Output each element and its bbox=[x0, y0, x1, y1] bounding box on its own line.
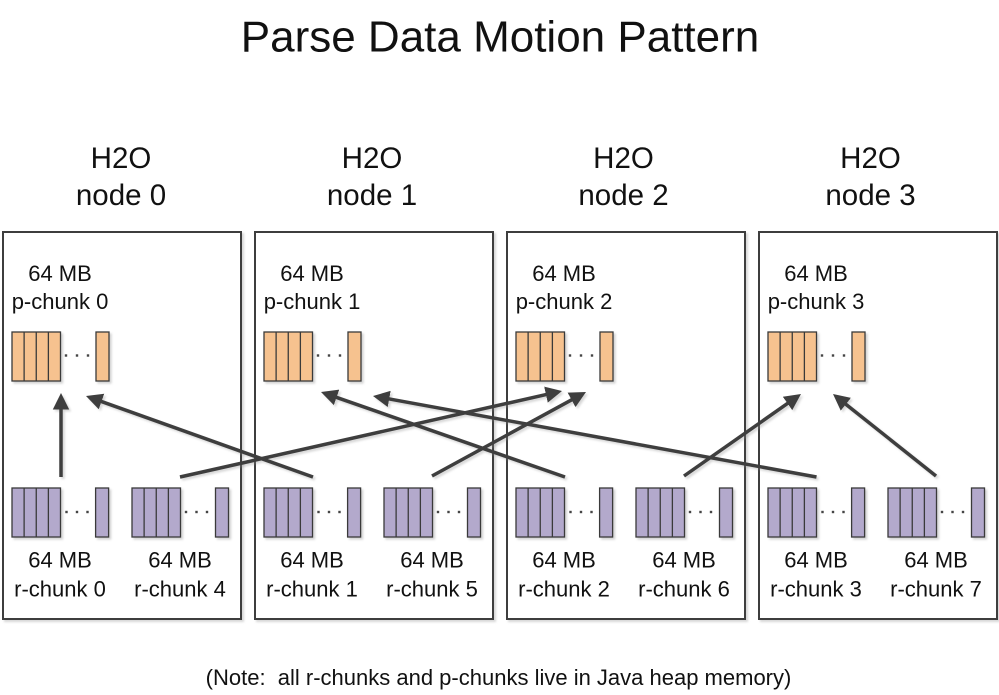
svg-text:p-chunk 3: p-chunk 3 bbox=[768, 289, 865, 314]
svg-text:64 MB: 64 MB bbox=[532, 548, 596, 573]
svg-text:64 MB: 64 MB bbox=[532, 261, 596, 286]
svg-text:H2O: H2O bbox=[91, 142, 152, 175]
svg-text:64 MB: 64 MB bbox=[400, 548, 464, 573]
svg-text:(Note: all r-chunks and p-chu: (Note: all r-chunks and p-chunks live in… bbox=[206, 665, 792, 690]
svg-text:p-chunk 2: p-chunk 2 bbox=[516, 289, 613, 314]
svg-text:H2O: H2O bbox=[342, 142, 403, 175]
svg-text:r-chunk 6: r-chunk 6 bbox=[638, 576, 730, 601]
svg-text:r-chunk 0: r-chunk 0 bbox=[14, 576, 106, 601]
svg-text:r-chunk 5: r-chunk 5 bbox=[386, 576, 478, 601]
svg-text:r-chunk 1: r-chunk 1 bbox=[266, 576, 358, 601]
svg-text:r-chunk 3: r-chunk 3 bbox=[770, 576, 862, 601]
svg-text:node 0: node 0 bbox=[76, 179, 166, 212]
svg-text:node 1: node 1 bbox=[327, 179, 417, 212]
svg-text:p-chunk 1: p-chunk 1 bbox=[264, 289, 361, 314]
svg-text:r-chunk 7: r-chunk 7 bbox=[890, 576, 982, 601]
svg-text:node 2: node 2 bbox=[578, 179, 668, 212]
svg-text:64 MB: 64 MB bbox=[784, 548, 848, 573]
svg-text:64 MB: 64 MB bbox=[148, 548, 212, 573]
svg-text:r-chunk 4: r-chunk 4 bbox=[134, 576, 226, 601]
svg-text:H2O: H2O bbox=[593, 142, 654, 175]
svg-text:64 MB: 64 MB bbox=[784, 261, 848, 286]
svg-text:64 MB: 64 MB bbox=[652, 548, 716, 573]
svg-text:p-chunk 0: p-chunk 0 bbox=[12, 289, 109, 314]
svg-text:64 MB: 64 MB bbox=[28, 261, 92, 286]
svg-text:64 MB: 64 MB bbox=[904, 548, 968, 573]
svg-text:64 MB: 64 MB bbox=[28, 548, 92, 573]
svg-text:node 3: node 3 bbox=[825, 179, 915, 212]
svg-text:Parse Data Motion Pattern: Parse Data Motion Pattern bbox=[241, 13, 759, 62]
svg-text:64 MB: 64 MB bbox=[280, 261, 344, 286]
svg-text:H2O: H2O bbox=[840, 142, 901, 175]
svg-text:64 MB: 64 MB bbox=[280, 548, 344, 573]
svg-text:r-chunk 2: r-chunk 2 bbox=[518, 576, 610, 601]
